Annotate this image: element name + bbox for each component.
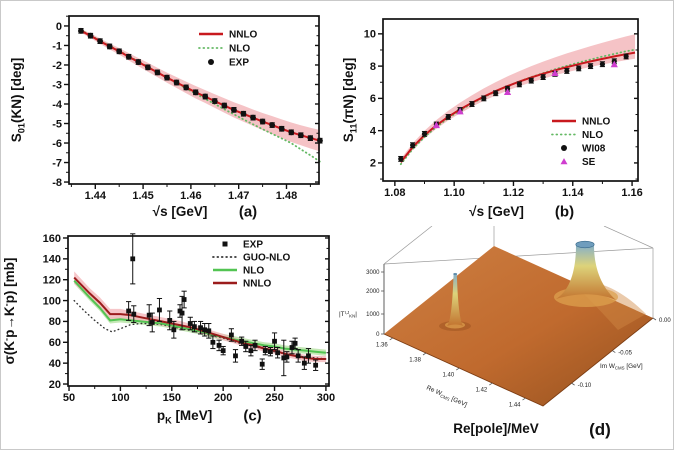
- NNLO-band: [74, 271, 326, 363]
- svg-text:6: 6: [370, 93, 376, 105]
- pole-spike-2: [556, 245, 616, 300]
- svg-text:S11(πN) [deg]: S11(πN) [deg]: [341, 58, 359, 143]
- amplitude-surface: [384, 246, 653, 406]
- svg-text:8: 8: [370, 61, 376, 73]
- svg-text:1.14: 1.14: [562, 187, 584, 199]
- svg-text:(d): (d): [589, 420, 611, 439]
- svg-text:1.36: 1.36: [376, 342, 388, 348]
- panel-d-3d-amplitude-surface-chart: 0 1000 2000 3000 |TI,JKN| 1.36 1.38 1.40 1.42 1.4…: [339, 226, 671, 439]
- svg-text:100: 100: [43, 295, 61, 307]
- svg-text:-1: -1: [52, 40, 62, 52]
- svg-text:√s [GeV]: √s [GeV]: [469, 204, 524, 219]
- svg-text:50: 50: [63, 392, 75, 404]
- svg-text:2: 2: [370, 158, 376, 170]
- svg-text:2000: 2000: [366, 289, 380, 295]
- svg-text:WI08: WI08: [582, 144, 606, 155]
- svg-text:-4: -4: [52, 99, 63, 111]
- legend-c: EXP GUO-NLO NLO NNLO: [212, 240, 290, 290]
- svg-text:10: 10: [364, 29, 376, 41]
- svg-text:4: 4: [370, 125, 377, 137]
- svg-text:NLO: NLO: [582, 130, 603, 141]
- svg-text:300: 300: [317, 392, 335, 404]
- svg-text:-7: -7: [52, 157, 62, 169]
- NNLO-band: [400, 34, 635, 165]
- svg-text:|TI,JKN|: |TI,JKN|: [339, 310, 357, 319]
- svg-text:140: 140: [43, 254, 61, 266]
- svg-text:Re[pole]/MeV: Re[pole]/MeV: [453, 421, 539, 436]
- svg-text:200: 200: [214, 392, 232, 404]
- svg-text:3000: 3000: [366, 270, 380, 276]
- legend-b: NNLO NLO WI08 SE: [551, 117, 611, 168]
- svg-text:40: 40: [49, 358, 61, 370]
- svg-text:(c): (c): [243, 408, 261, 425]
- legend-a: NNLO NLO EXP: [198, 30, 258, 69]
- svg-text:(b): (b): [555, 204, 574, 221]
- svg-text:SE: SE: [582, 157, 596, 168]
- svg-text:120: 120: [43, 275, 61, 287]
- panel-b-s11-pin-phase-shift-chart: 1.08 1.10 1.12 1.14 1.16 2 4 6 8 10 √s [GeV] (b) S11…: [341, 18, 643, 221]
- svg-text:NNLO: NNLO: [582, 117, 611, 128]
- svg-text:-8: -8: [52, 177, 62, 189]
- svg-text:1.38: 1.38: [409, 358, 421, 364]
- svg-text:1.40: 1.40: [443, 373, 455, 379]
- svg-text:Re WCMS [GeV]: Re WCMS [GeV]: [425, 384, 468, 409]
- svg-text:pK [MeV]: pK [MeV]: [157, 408, 212, 426]
- NLO: [399, 48, 636, 166]
- svg-text:1.44: 1.44: [85, 190, 107, 202]
- plot-d: 0 1000 2000 3000 |TI,JKN| 1.36 1.38 1.40 1.42 1.4…: [339, 226, 671, 439]
- svg-text:60: 60: [49, 337, 61, 349]
- svg-text:100: 100: [111, 392, 129, 404]
- svg-text:EXP: EXP: [229, 58, 249, 69]
- svg-text:1.47: 1.47: [228, 190, 249, 202]
- svg-text:NNLO: NNLO: [243, 279, 272, 290]
- SE-points: [432, 60, 618, 129]
- plot-b: 1.08 1.10 1.12 1.14 1.16 2 4 6 8 10 √s [GeV] (b) S11…: [341, 18, 643, 221]
- svg-text:1.42: 1.42: [476, 388, 488, 394]
- svg-text:NNLO: NNLO: [229, 30, 258, 41]
- axes-box: [68, 15, 320, 185]
- svg-text:EXP: EXP: [243, 240, 263, 251]
- svg-text:-6: -6: [52, 138, 62, 150]
- svg-text:160: 160: [43, 233, 61, 245]
- svg-text:0: 0: [56, 21, 62, 33]
- svg-text:1.45: 1.45: [132, 190, 153, 202]
- svg-text:√s [GeV]: √s [GeV]: [153, 204, 208, 219]
- svg-text:NLO: NLO: [243, 266, 264, 277]
- svg-text:0.00: 0.00: [659, 318, 671, 324]
- svg-text:-5: -5: [52, 118, 62, 130]
- svg-text:1.44: 1.44: [509, 403, 521, 409]
- svg-text:250: 250: [265, 392, 283, 404]
- axes-box: [382, 18, 639, 182]
- svg-text:Im WCMS [GeV]: Im WCMS [GeV]: [600, 363, 643, 371]
- svg-text:1.16: 1.16: [621, 187, 642, 199]
- svg-text:1.46: 1.46: [180, 190, 201, 202]
- panel-c-kp-cross-section-chart: 50 100 150 200 250 300 20 40 60 80 100 120 140 160 pK …: [2, 233, 336, 426]
- plot-c: 50 100 150 200 250 300 20 40 60 80 100 120 140 160 pK …: [2, 233, 336, 426]
- svg-text:1.12: 1.12: [503, 187, 524, 199]
- svg-text:GUO-NLO: GUO-NLO: [243, 253, 290, 264]
- svg-text:(a): (a): [239, 204, 257, 221]
- EXP-points: [126, 233, 319, 377]
- svg-text:1.08: 1.08: [384, 187, 405, 199]
- svg-text:-0.10: -0.10: [578, 383, 592, 389]
- svg-text:-3: -3: [52, 79, 62, 91]
- plot-a: 1.44 1.45 1.46 1.47 1.48 0 -1 -2 -3 -4 -5 -6 -7 -8 √s …: [9, 15, 323, 221]
- svg-text:0: 0: [376, 332, 380, 338]
- svg-text:1.48: 1.48: [276, 190, 297, 202]
- pole-spike-1: [447, 274, 464, 326]
- svg-text:NLO: NLO: [229, 44, 250, 55]
- svg-text:150: 150: [163, 392, 181, 404]
- svg-text:-0.05: -0.05: [618, 351, 632, 357]
- svg-text:1000: 1000: [366, 312, 380, 318]
- svg-text:20: 20: [49, 379, 61, 391]
- svg-text:1.10: 1.10: [443, 187, 464, 199]
- svg-text:S01(KN) [deg]: S01(KN) [deg]: [9, 58, 27, 142]
- svg-text:-2: -2: [52, 60, 62, 72]
- svg-text:80: 80: [49, 316, 61, 328]
- panel-a-s01-kn-phase-shift-chart: 1.44 1.45 1.46 1.47 1.48 0 -1 -2 -3 -4 -5 -6 -7 -8 √s …: [9, 15, 323, 221]
- svg-text:σ(K-p→K-p) [mb]: σ(K-p→K-p) [mb]: [2, 258, 17, 365]
- NNLO-band: [81, 28, 320, 152]
